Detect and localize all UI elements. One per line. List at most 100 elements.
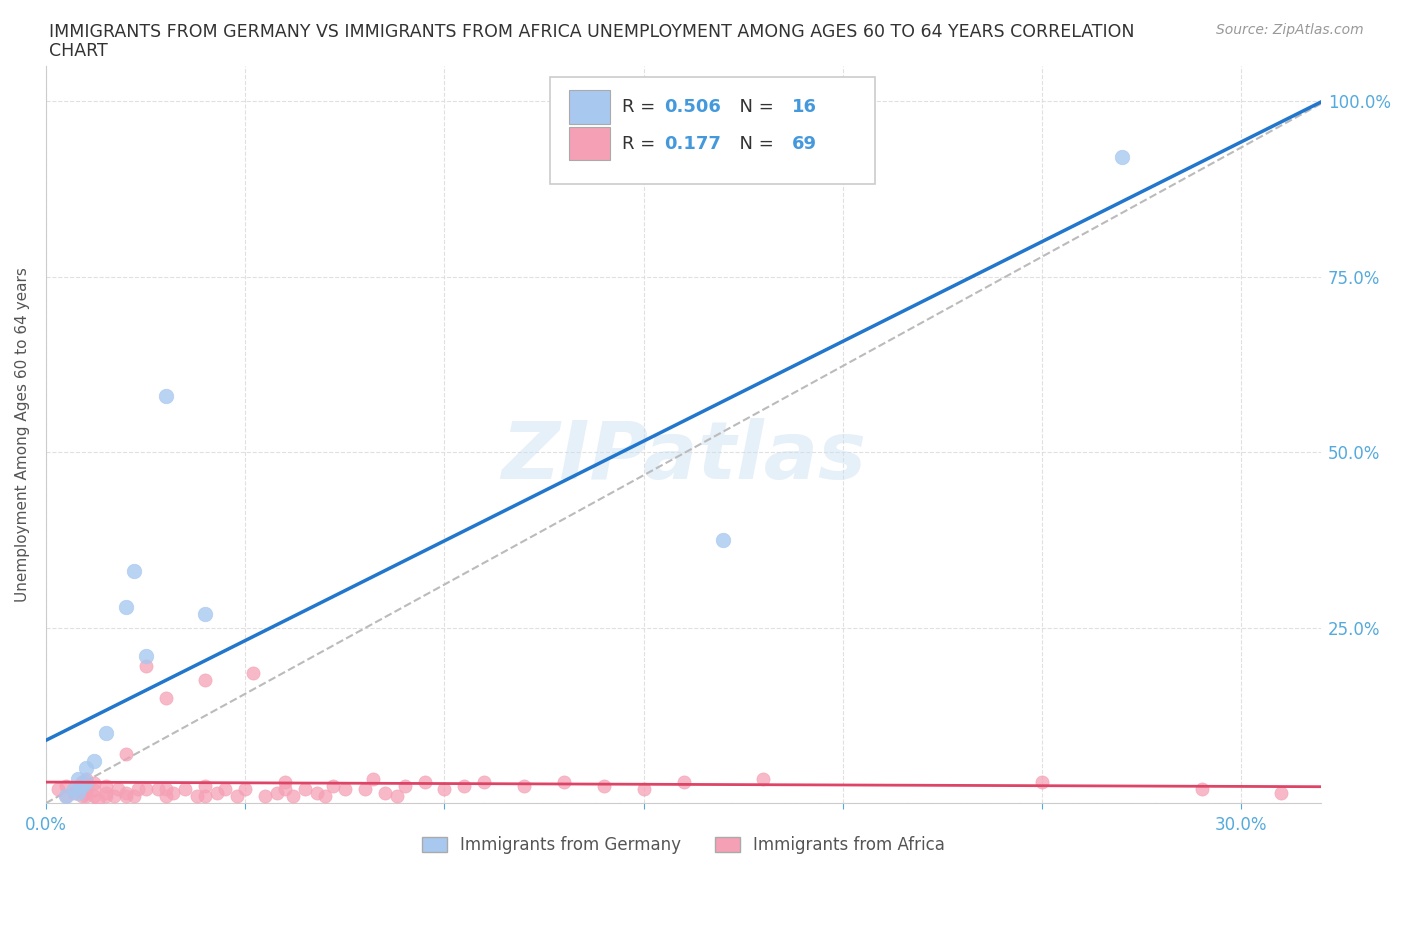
FancyBboxPatch shape [569,89,610,124]
Point [66,785,89,800]
Point [385,789,408,804]
Point [553,775,575,790]
Point [254,789,277,804]
Text: N =: N = [728,135,780,153]
Point [453,778,475,793]
Point [114,747,136,762]
Point [233,781,256,796]
Text: R =: R = [623,98,661,115]
Point [70,778,93,793]
Point [135,658,157,673]
Point [87,792,110,807]
Point [46,781,69,796]
Point [1031,775,1053,790]
Point [361,771,384,786]
Point [63,781,86,796]
Text: 69: 69 [792,135,817,153]
Point [305,785,328,800]
Point [75,789,97,804]
Point [114,599,136,614]
Point [122,564,145,578]
Point [633,781,655,796]
Point [94,778,117,793]
Point [274,775,297,790]
Point [55,778,77,793]
Point [135,781,157,796]
Point [162,785,184,800]
Legend: Immigrants from Germany, Immigrants from Africa: Immigrants from Germany, Immigrants from… [415,830,952,861]
Point [155,690,177,705]
Point [513,778,536,793]
Point [114,785,136,800]
Point [322,778,344,793]
Text: N =: N = [728,98,780,115]
Text: Source: ZipAtlas.com: Source: ZipAtlas.com [1216,23,1364,37]
Point [194,789,217,804]
Point [75,778,97,793]
Point [226,789,249,804]
Point [75,771,97,786]
Point [413,775,436,790]
Text: IMMIGRANTS FROM GERMANY VS IMMIGRANTS FROM AFRICA UNEMPLOYMENT AMONG AGES 60 TO : IMMIGRANTS FROM GERMANY VS IMMIGRANTS FR… [49,23,1135,41]
Text: ZIPatlas: ZIPatlas [501,418,866,496]
Point [114,789,136,804]
Point [75,781,97,796]
Point [672,775,695,790]
Point [75,761,97,776]
Point [70,789,93,804]
Text: R =: R = [623,135,666,153]
Point [472,775,495,790]
Point [194,778,217,793]
Point [266,785,288,800]
Point [94,725,117,740]
Point [66,771,89,786]
Point [55,789,77,804]
Point [127,781,149,796]
Point [592,778,614,793]
Point [83,789,105,804]
Point [281,789,304,804]
Point [94,789,117,804]
Point [1111,150,1133,165]
Point [63,785,86,800]
Point [1270,785,1292,800]
Point [194,606,217,621]
Point [186,789,208,804]
Text: CHART: CHART [49,42,108,60]
Point [214,781,236,796]
Point [122,789,145,804]
Point [314,789,336,804]
FancyBboxPatch shape [569,126,610,161]
Point [207,785,229,800]
Point [1191,781,1213,796]
Text: 16: 16 [792,98,817,115]
Point [75,785,97,800]
Point [274,781,297,796]
Point [75,775,97,790]
Point [394,778,416,793]
Point [55,789,77,804]
Point [155,389,177,404]
Text: 0.177: 0.177 [665,135,721,153]
Point [752,771,775,786]
Point [711,533,734,548]
Point [294,781,316,796]
Point [94,785,117,800]
Point [66,781,89,796]
Point [83,753,105,768]
Text: 0.506: 0.506 [665,98,721,115]
Point [146,781,169,796]
Point [83,776,105,790]
Point [194,672,217,687]
Point [433,781,456,796]
Point [83,783,105,798]
Y-axis label: Unemployment Among Ages 60 to 64 years: Unemployment Among Ages 60 to 64 years [15,267,30,602]
Point [107,781,129,796]
Point [155,781,177,796]
Point [333,781,356,796]
FancyBboxPatch shape [550,77,875,184]
Point [374,785,396,800]
Point [135,648,157,663]
Point [103,789,125,804]
Point [174,781,197,796]
